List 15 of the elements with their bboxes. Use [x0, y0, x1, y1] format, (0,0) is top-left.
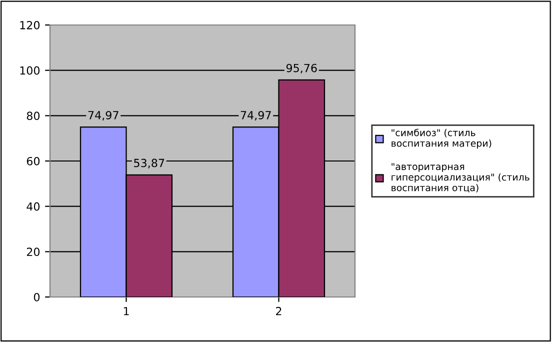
y-tick-label: 40 [26, 202, 40, 211]
y-tick-label: 60 [26, 156, 40, 166]
y-tick-label: 80 [26, 112, 40, 120]
x-tick-label: 2 [276, 306, 282, 316]
data-label: 95,76 [286, 64, 317, 74]
x-tick-label: 1 [124, 307, 129, 316]
y-tick-label: 100 [20, 66, 40, 75]
y-tick-label: 120 [20, 20, 40, 30]
y-tick-label: 0 [34, 292, 40, 302]
data-label: 74,97 [240, 110, 271, 120]
data-label: 53,87 [134, 158, 164, 168]
y-tick-label: 20 [26, 248, 40, 256]
data-label: 74,97 [88, 110, 118, 120]
legend-label: "авторитарная гиперсоциализация" (стиль воспитания отца) [392, 163, 530, 192]
legend-label: "симбиоз" (стиль воспитания матери) [392, 128, 492, 149]
